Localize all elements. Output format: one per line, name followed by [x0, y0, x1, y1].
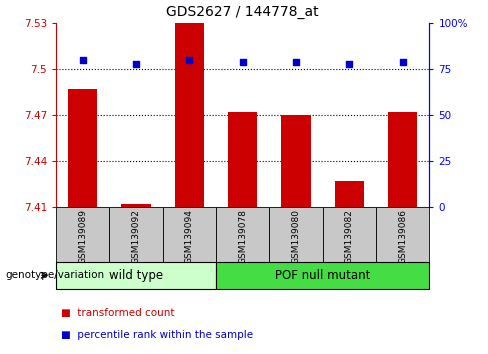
Bar [56, 262, 216, 289]
Bar [228, 112, 258, 207]
Text: GSM139082: GSM139082 [345, 209, 354, 264]
Bar [282, 115, 311, 207]
Text: POF null mutant: POF null mutant [275, 269, 370, 282]
Point [185, 57, 193, 63]
Text: GSM139080: GSM139080 [292, 209, 301, 264]
Text: GSM139094: GSM139094 [185, 209, 194, 264]
Bar [216, 262, 429, 289]
Text: GSM139078: GSM139078 [238, 209, 247, 264]
Text: ■  transformed count: ■ transformed count [61, 308, 175, 318]
Bar [68, 89, 98, 207]
Bar [376, 207, 429, 262]
Bar [216, 207, 269, 262]
Point [346, 61, 353, 66]
Bar [269, 207, 323, 262]
Text: genotype/variation: genotype/variation [5, 270, 104, 280]
Bar [109, 207, 163, 262]
Text: GSM139089: GSM139089 [78, 209, 87, 264]
Bar [388, 112, 417, 207]
Bar [335, 181, 364, 207]
Point [292, 59, 300, 64]
Point [79, 57, 87, 63]
Point [239, 59, 246, 64]
Bar [323, 207, 376, 262]
Text: GSM139092: GSM139092 [132, 209, 141, 264]
Bar [56, 207, 109, 262]
Point [132, 61, 140, 66]
Text: ■  percentile rank within the sample: ■ percentile rank within the sample [61, 330, 253, 339]
Text: wild type: wild type [109, 269, 163, 282]
Title: GDS2627 / 144778_at: GDS2627 / 144778_at [166, 5, 319, 19]
Bar [163, 207, 216, 262]
Point [399, 59, 407, 64]
Bar [122, 204, 151, 207]
Text: GSM139086: GSM139086 [398, 209, 407, 264]
Bar [175, 23, 204, 207]
